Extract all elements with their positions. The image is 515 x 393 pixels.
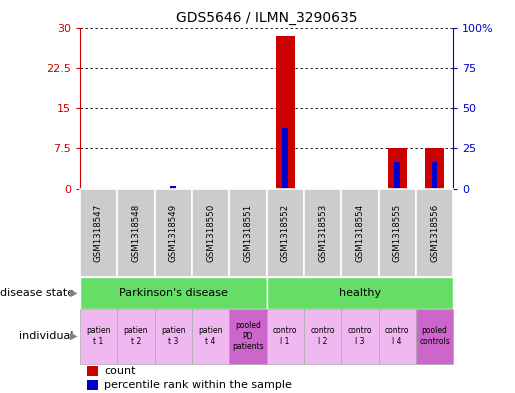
Bar [282,128,288,189]
Text: ▶: ▶ [70,288,77,298]
Text: GSM1318550: GSM1318550 [206,204,215,262]
Text: healthy: healthy [339,288,381,298]
Bar [170,186,176,189]
Text: count: count [104,366,135,376]
Text: disease state: disease state [0,288,77,298]
Text: contro
l 3: contro l 3 [348,326,372,346]
Bar [388,148,406,189]
Bar [304,189,341,277]
Bar [276,35,295,189]
Text: GSM1318553: GSM1318553 [318,204,327,262]
Bar [88,380,98,390]
Text: percentile rank within the sample: percentile rank within the sample [104,380,292,390]
Text: pooled
controls: pooled controls [419,326,450,346]
Bar [80,309,117,364]
Bar [154,309,192,364]
Text: patien
t 1: patien t 1 [86,326,111,346]
Text: ▶: ▶ [70,331,77,341]
Text: GSM1318556: GSM1318556 [430,204,439,262]
Text: contro
l 4: contro l 4 [385,326,409,346]
Bar [341,189,379,277]
Text: patien
t 2: patien t 2 [124,326,148,346]
Bar [88,366,98,376]
Text: patien
t 4: patien t 4 [198,326,223,346]
Text: GSM1318548: GSM1318548 [131,204,140,262]
Bar [229,309,267,364]
Bar [379,189,416,277]
Bar [117,309,154,364]
Text: GSM1318551: GSM1318551 [244,204,252,262]
Bar [267,277,453,309]
Text: pooled
PD
patients: pooled PD patients [232,321,264,351]
Text: individual: individual [19,331,77,341]
Text: patien
t 3: patien t 3 [161,326,185,346]
Text: contro
l 1: contro l 1 [273,326,298,346]
Bar [425,148,444,189]
Text: Parkinson's disease: Parkinson's disease [119,288,228,298]
Bar [341,309,379,364]
Text: GSM1318555: GSM1318555 [393,204,402,262]
Text: GSM1318549: GSM1318549 [169,204,178,262]
Bar [154,189,192,277]
Bar [416,309,453,364]
Bar [267,309,304,364]
Bar [267,189,304,277]
Bar [394,162,400,189]
Bar [117,189,154,277]
Bar [229,189,267,277]
Title: GDS5646 / ILMN_3290635: GDS5646 / ILMN_3290635 [176,11,357,25]
Text: GSM1318554: GSM1318554 [355,204,364,262]
Bar [379,309,416,364]
Bar [304,309,341,364]
Text: GSM1318547: GSM1318547 [94,204,103,262]
Bar [80,277,267,309]
Bar [80,189,117,277]
Text: GSM1318552: GSM1318552 [281,204,289,262]
Text: contro
l 2: contro l 2 [310,326,335,346]
Bar [192,189,229,277]
Bar [432,162,437,189]
Bar [416,189,453,277]
Bar [192,309,229,364]
